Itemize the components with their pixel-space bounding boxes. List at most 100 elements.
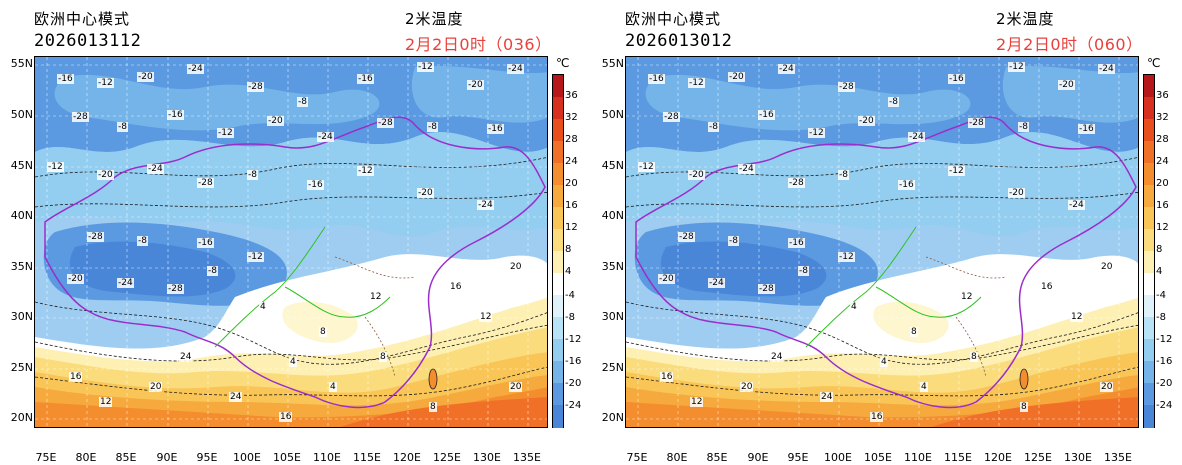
contour-label: -12	[217, 128, 234, 138]
contour-label: -20	[467, 80, 484, 90]
contour-label: -28	[377, 118, 394, 128]
contour-label: -8	[427, 122, 438, 132]
colorbar	[552, 74, 564, 428]
contour-label: -16	[1078, 124, 1095, 134]
temperature-field	[626, 57, 1138, 427]
contour-label: 20	[1100, 382, 1114, 392]
colorbar-label: -16	[1156, 356, 1173, 367]
longitude-label: 90E	[747, 451, 769, 464]
colorbar-swatch	[1144, 317, 1154, 340]
latitude-label: 35N	[10, 260, 33, 273]
longitude-label: 90E	[156, 451, 178, 464]
longitude-label: 125E	[433, 451, 461, 464]
contour-label: -24	[908, 132, 925, 142]
contour-label: -16	[357, 74, 374, 84]
colorbar-label: 20	[565, 178, 578, 189]
contour-label: -8	[798, 266, 809, 276]
valid-time: 2月2日0时（060）	[996, 35, 1143, 54]
contour-label: 12	[369, 292, 383, 302]
contour-label: 16	[1040, 282, 1054, 292]
contour-label: 12	[960, 292, 974, 302]
contour-label: -20	[728, 72, 745, 82]
colorbar-swatch	[1144, 141, 1154, 164]
contour-label: -24	[187, 64, 204, 74]
contour-label: -24	[147, 164, 164, 174]
contour-label: -12	[47, 162, 64, 172]
longitude-label: 75E	[35, 451, 57, 464]
contour-label: -16	[648, 74, 665, 84]
contour-label: 4	[920, 382, 928, 392]
contour-label: 24	[770, 352, 784, 362]
longitude-label: 85E	[115, 451, 137, 464]
colorbar-swatch	[1144, 405, 1154, 428]
latitude-label: 50N	[10, 108, 33, 121]
colorbar-swatch	[553, 119, 563, 142]
contour-label: -28	[167, 284, 184, 294]
colorbar-swatch	[1144, 163, 1154, 186]
colorbar-label: 36	[1156, 90, 1169, 101]
colorbar-swatch	[553, 383, 563, 406]
contour-label: -12	[357, 166, 374, 176]
contour-label: -16	[758, 110, 775, 120]
longitude-label: 100E	[824, 451, 852, 464]
longitude-label: 105E	[864, 451, 892, 464]
colorbar-label: -24	[1156, 400, 1173, 411]
colorbar-label: 4	[1156, 266, 1163, 277]
colorbar-swatch	[1144, 185, 1154, 208]
contour-label: -24	[117, 278, 134, 288]
colorbar-swatch	[1144, 251, 1154, 274]
contour-label: -12	[1008, 62, 1025, 72]
contour-label: 12	[1070, 312, 1084, 322]
longitude-label: 110E	[313, 451, 341, 464]
latitude-label: 45N	[601, 159, 624, 172]
latitude-label: 35N	[601, 260, 624, 273]
temperature-map: -16 -12 -20 -24 -28 -8 -16 -12 -20 -24 -28 -8 -16 -12…	[34, 56, 548, 428]
colorbar-label: 28	[565, 134, 578, 145]
latitude-label: 25N	[601, 361, 624, 374]
contour-label: 12	[690, 397, 704, 407]
contour-label: -8	[137, 236, 148, 246]
contour-label: 20	[509, 382, 523, 392]
contour-label: -24	[738, 164, 755, 174]
contour-label: -12	[97, 78, 114, 88]
colorbar-swatch	[553, 405, 563, 428]
colorbar-label: 12	[1156, 222, 1169, 233]
longitude-label: 85E	[706, 451, 728, 464]
contour-label: -8	[297, 97, 308, 107]
colorbar-swatch	[1144, 75, 1154, 98]
contour-label: -16	[948, 74, 965, 84]
forecast-panel-right: 欧洲中心模式 2026013012 2米温度 2月2日0时（060） -16 -1…	[591, 0, 1173, 465]
colorbar-swatch	[1144, 339, 1154, 362]
contour-label: 24	[229, 392, 243, 402]
contour-label: -12	[838, 252, 855, 262]
contour-label: 12	[99, 397, 113, 407]
longitude-label: 130E	[1064, 451, 1092, 464]
colorbar-swatch	[1144, 229, 1154, 252]
longitude-label: 115E	[944, 451, 972, 464]
contour-label: -28	[247, 82, 264, 92]
contour-label: -16	[197, 238, 214, 248]
colorbar-swatch	[553, 163, 563, 186]
contour-label: -20	[688, 170, 705, 180]
contour-label: -16	[487, 124, 504, 134]
contour-label: -20	[1008, 188, 1025, 198]
contour-label: -12	[638, 162, 655, 172]
contour-label: -20	[67, 274, 84, 284]
colorbar-swatch	[1144, 207, 1154, 230]
colorbar-label: 16	[565, 200, 578, 211]
colorbar	[1143, 74, 1155, 428]
colorbar-swatch	[553, 97, 563, 120]
colorbar-unit: ℃	[556, 56, 570, 70]
contour-label: -8	[247, 170, 258, 180]
contour-label: -12	[688, 78, 705, 88]
contour-label: -8	[117, 122, 128, 132]
contour-label: -24	[1098, 64, 1115, 74]
contour-label: -16	[57, 74, 74, 84]
contour-label: 8	[1020, 402, 1028, 412]
colorbar-swatch	[553, 361, 563, 384]
forecast-panel-left: 欧洲中心模式 2026013112 2米温度 2月2日0时（036） -16 -1…	[0, 0, 582, 465]
variable-title: 2米温度	[405, 10, 464, 28]
contour-label: 20	[1100, 262, 1114, 272]
contour-label: 12	[479, 312, 493, 322]
model-title: 欧洲中心模式	[625, 10, 722, 28]
